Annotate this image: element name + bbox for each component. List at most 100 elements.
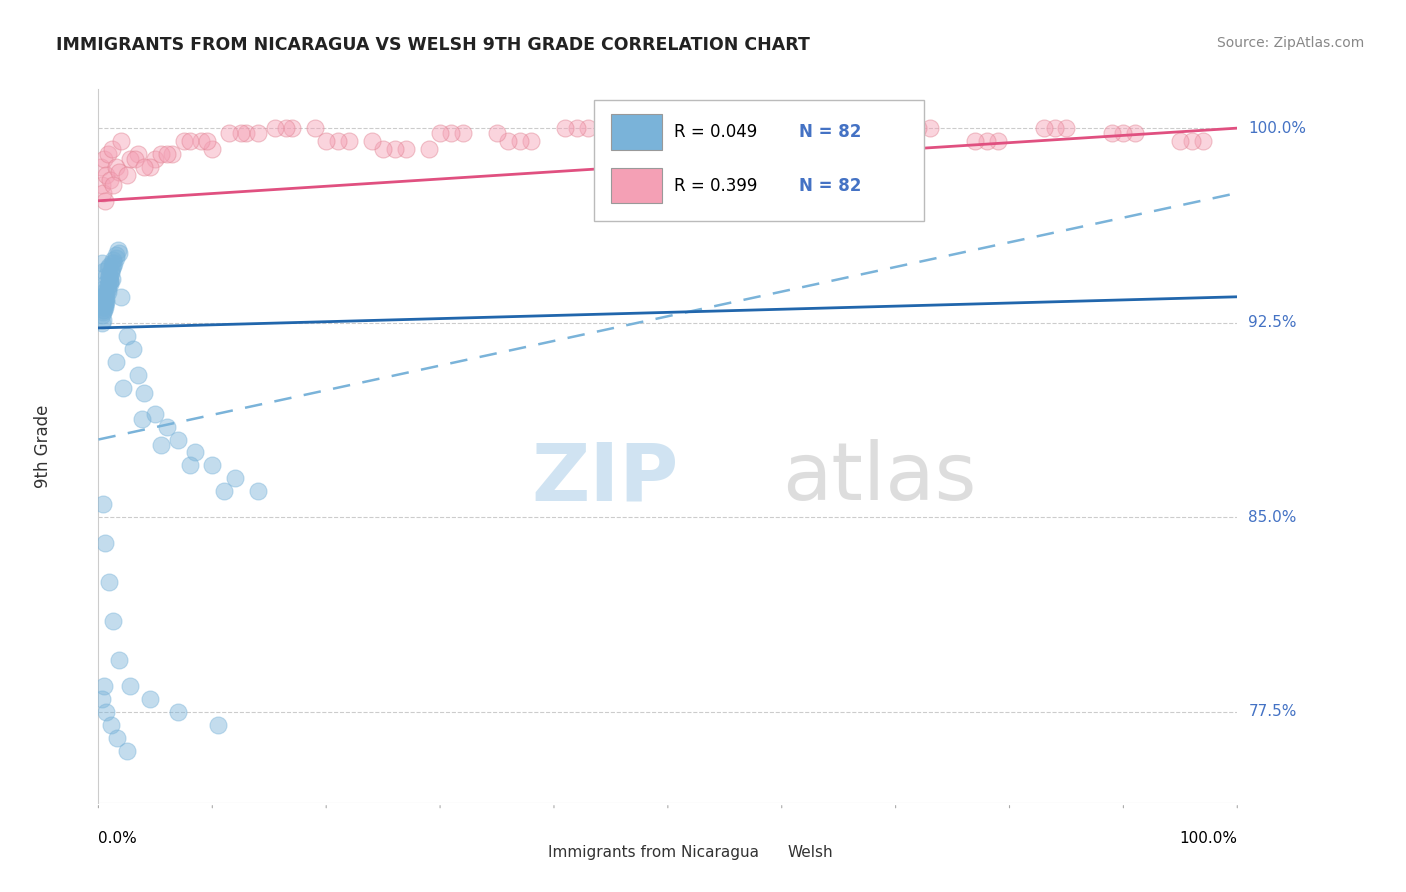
Text: N = 82: N = 82 [799,123,862,141]
Point [93,290,115,304]
Point [98,274,121,288]
Point [107,243,129,257]
Point [93,302,115,317]
Point [115,328,138,343]
Point [173,134,195,148]
Point [103,614,125,628]
Point [93,153,115,167]
Point [132,385,155,400]
Text: 92.5%: 92.5% [1249,315,1296,330]
Point [235,126,257,140]
Point [93,679,115,693]
Point [104,160,127,174]
Point [246,126,269,140]
Point [509,134,531,148]
Point [112,381,135,395]
Text: R = 0.049: R = 0.049 [673,123,756,141]
Point [108,165,131,179]
Point [91,186,114,200]
Point [96,277,118,291]
Point [304,121,326,136]
Point [104,354,127,368]
Point [162,147,184,161]
Point [96,287,118,301]
Point [96,285,118,299]
Point [451,126,474,140]
Point [98,274,121,288]
Point [131,411,153,425]
Point [565,121,588,136]
Point [184,445,207,459]
Point [201,142,224,156]
Point [94,287,117,301]
Point [96,295,118,310]
Point [486,126,509,140]
Point [138,160,160,174]
Point [371,142,394,156]
Point [965,134,987,148]
Point [101,261,124,276]
Bar [737,842,782,867]
Point [1192,134,1215,148]
Point [97,268,120,283]
Point [94,194,117,208]
Point [1043,121,1066,136]
Point [93,297,115,311]
Point [93,264,115,278]
Text: 77.5%: 77.5% [1249,705,1296,720]
Text: R = 0.399: R = 0.399 [673,177,756,194]
Point [101,271,124,285]
Point [91,302,114,317]
Point [124,153,146,167]
Point [276,121,298,136]
Point [702,134,724,148]
Point [100,718,122,732]
Point [90,178,112,193]
Point [138,692,160,706]
Point [110,290,132,304]
Point [103,259,125,273]
Point [91,282,114,296]
Point [1112,126,1135,140]
Point [576,121,599,136]
Point [150,147,173,161]
Point [1056,121,1078,136]
Text: 85.0%: 85.0% [1249,510,1296,524]
Point [94,297,117,311]
Text: Welsh: Welsh [787,846,834,860]
Point [156,147,179,161]
Point [115,168,138,182]
Point [104,248,127,262]
Point [440,126,463,140]
Text: Immigrants from Nicaragua: Immigrants from Nicaragua [548,846,759,860]
Text: atlas: atlas [782,440,976,517]
Point [91,300,114,314]
Point [90,692,112,706]
Point [839,126,862,140]
Text: 9th Grade: 9th Grade [34,404,52,488]
Point [96,261,118,276]
Point [498,134,520,148]
Point [97,271,120,285]
Point [520,134,543,148]
Point [91,305,114,319]
Point [1101,126,1123,140]
Point [907,121,929,136]
Bar [612,114,662,150]
Point [97,268,120,283]
Text: Source: ZipAtlas.com: Source: ZipAtlas.com [1216,36,1364,50]
Point [115,744,138,758]
Point [218,126,240,140]
Point [103,253,125,268]
Point [246,484,269,499]
Point [96,705,118,719]
Point [207,718,229,732]
Point [96,268,118,283]
Point [98,173,121,187]
Point [90,290,112,304]
Point [101,142,124,156]
Point [264,121,287,136]
Point [120,679,142,693]
Point [1181,134,1204,148]
Point [828,126,851,140]
